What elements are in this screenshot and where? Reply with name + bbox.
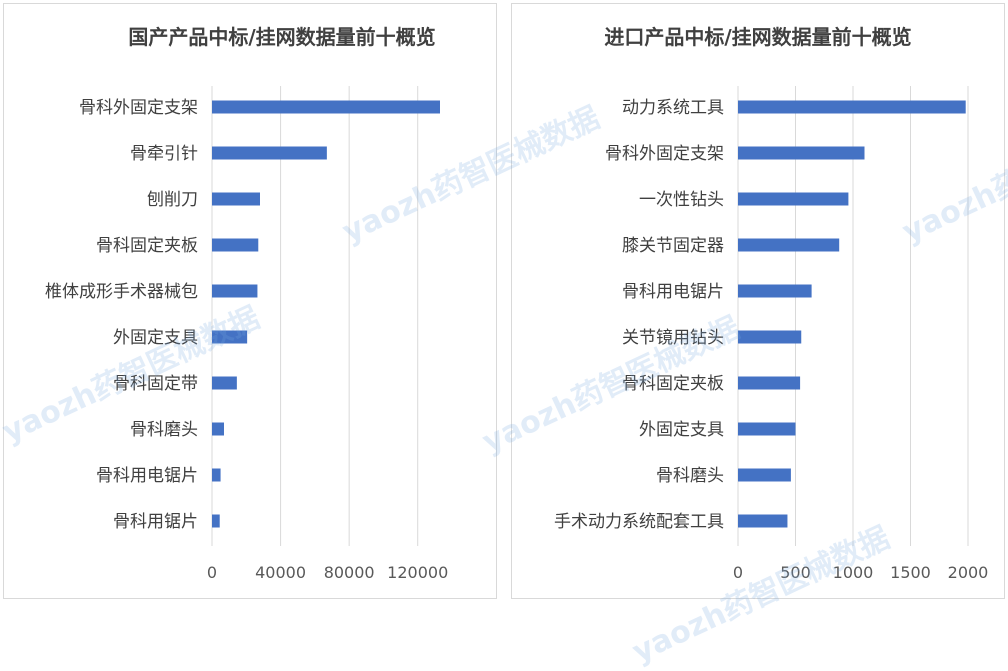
x-tick-label: 1000 [833,563,874,582]
x-tick-label: 2000 [948,563,989,582]
category-label: 骨牵引针 [130,144,198,164]
x-tick-label: 120000 [387,563,448,582]
chart-title: 进口产品中标/挂网数据量前十概览 [604,25,911,49]
category-label: 一次性钻头 [639,190,724,210]
category-label: 椎体成形手术器械包 [45,282,198,302]
bar [212,330,248,344]
category-label: 骨科外固定支架 [79,98,198,118]
bar [738,192,849,206]
category-label: 骨科用锯片 [113,512,198,532]
bar [212,100,440,114]
category-label: 外固定支具 [639,420,724,440]
category-label: 外固定支具 [113,328,198,348]
category-label: 关节镜用钻头 [622,328,724,348]
x-tick-label: 40000 [255,563,306,582]
bar [212,422,224,436]
category-label: 手术动力系统配套工具 [554,512,724,532]
bar [738,146,865,160]
bar [738,284,812,298]
category-label: 骨科磨头 [130,420,198,440]
category-label: 刨削刀 [147,190,198,210]
x-tick-label: 80000 [324,563,375,582]
x-tick-label: 500 [780,563,811,582]
category-label: 骨科磨头 [656,466,724,486]
x-tick-label: 0 [207,563,217,582]
bar [738,514,788,528]
bar [738,238,840,252]
category-label: 骨科固定夹板 [622,374,724,394]
category-label: 骨科用电锯片 [96,466,198,486]
category-label: 膝关节固定器 [622,236,724,256]
category-label: 骨科用电锯片 [622,282,724,302]
category-label: 骨科固定夹板 [96,236,198,256]
bar [738,330,802,344]
x-tick-label: 0 [733,563,743,582]
bar [212,284,258,298]
bar [738,468,791,482]
chart-domestic-panel: 国产产品中标/挂网数据量前十概览 0 40000 80000 120000 骨科外固定支架… [3,3,497,599]
x-tick-label: 1500 [890,563,931,582]
bar [212,192,260,206]
bar [212,376,237,390]
category-label: 骨科固定带 [113,374,198,394]
bar [738,376,801,390]
domestic-chart-svg: 国产产品中标/挂网数据量前十概览 0 40000 80000 120000 骨科外固定支架… [45,25,448,582]
bar [212,238,259,252]
chart-imported-panel: 进口产品中标/挂网数据量前十概览 0 500 1000 1500 2000 动力系统工具 骨科… [511,3,1005,599]
chart-title: 国产产品中标/挂网数据量前十概览 [128,25,435,49]
bar [738,100,966,114]
bar [212,146,327,160]
bar [212,514,220,528]
bar [212,468,221,482]
category-label: 骨科外固定支架 [605,144,724,164]
category-label: 动力系统工具 [622,98,724,118]
bar [738,422,796,436]
